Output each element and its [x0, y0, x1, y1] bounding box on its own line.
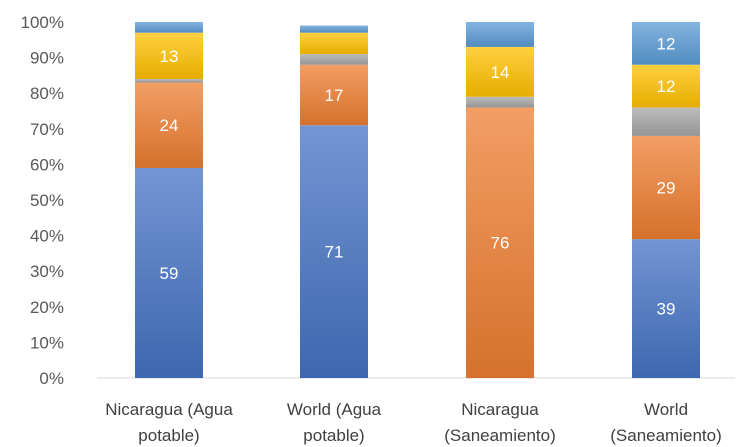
- bars: [135, 22, 700, 379]
- bar-segment: [632, 64, 700, 108]
- bar-segment: [466, 96, 534, 108]
- bar-segment: [632, 107, 700, 136]
- y-tick-label: 60%: [30, 155, 64, 174]
- y-tick-label: 50%: [30, 191, 64, 210]
- bar-segment: [300, 64, 368, 126]
- bar-segment: [135, 167, 203, 378]
- bar-segment: [632, 135, 700, 240]
- data-label: 17: [325, 86, 344, 105]
- category-label: World (Agua: [287, 400, 382, 419]
- category-label: potable): [303, 426, 364, 445]
- bar-segment: [466, 107, 534, 378]
- data-label: 24: [160, 116, 179, 135]
- y-tick-label: 0%: [39, 369, 64, 388]
- x-axis-categories: Nicaragua (Agua potable) World (Agua potabl…: [105, 400, 722, 445]
- category-label: Nicaragua: [461, 400, 539, 419]
- data-label: 12: [657, 77, 676, 96]
- bar-segment: [466, 22, 534, 47]
- y-tick-label: 10%: [30, 333, 64, 352]
- data-label: 76: [491, 234, 510, 253]
- data-labels: 59 24 13 71 17 76 14 39 29 12 12: [160, 34, 676, 318]
- bar-segment: [135, 82, 203, 168]
- bar-segment: [300, 125, 368, 379]
- y-tick-label: 30%: [30, 262, 64, 281]
- bar-segment: [632, 239, 700, 378]
- bar-segment: [300, 32, 368, 55]
- y-tick-label: 70%: [30, 120, 64, 139]
- y-tick-label: 40%: [30, 227, 64, 246]
- data-label: 13: [160, 47, 179, 66]
- bar-segment: [632, 22, 700, 65]
- data-label: 39: [657, 300, 676, 319]
- data-label: 14: [491, 63, 510, 82]
- category-label: Nicaragua (Agua: [105, 400, 233, 419]
- bar-segment: [300, 25, 368, 33]
- category-label: potable): [138, 426, 199, 445]
- category-label: (Saneamiento): [610, 426, 722, 445]
- bar-segment: [466, 46, 534, 97]
- category-label: (Saneamiento): [444, 426, 556, 445]
- data-label: 71: [325, 243, 344, 262]
- data-label: 12: [657, 34, 676, 53]
- y-axis-ticks: 0% 10% 20% 30% 40% 50% 60% 70% 80% 90% 100%: [21, 13, 64, 388]
- y-tick-label: 20%: [30, 298, 64, 317]
- bar-segment: [135, 78, 203, 83]
- bar-segment: [135, 22, 203, 33]
- data-label: 29: [657, 179, 676, 198]
- category-label: World: [644, 400, 688, 419]
- data-label: 59: [160, 264, 179, 283]
- bar-segment: [135, 32, 203, 79]
- y-tick-label: 90%: [30, 49, 64, 68]
- y-tick-label: 80%: [30, 84, 64, 103]
- bar-segment: [300, 54, 368, 65]
- y-tick-label: 100%: [21, 13, 64, 32]
